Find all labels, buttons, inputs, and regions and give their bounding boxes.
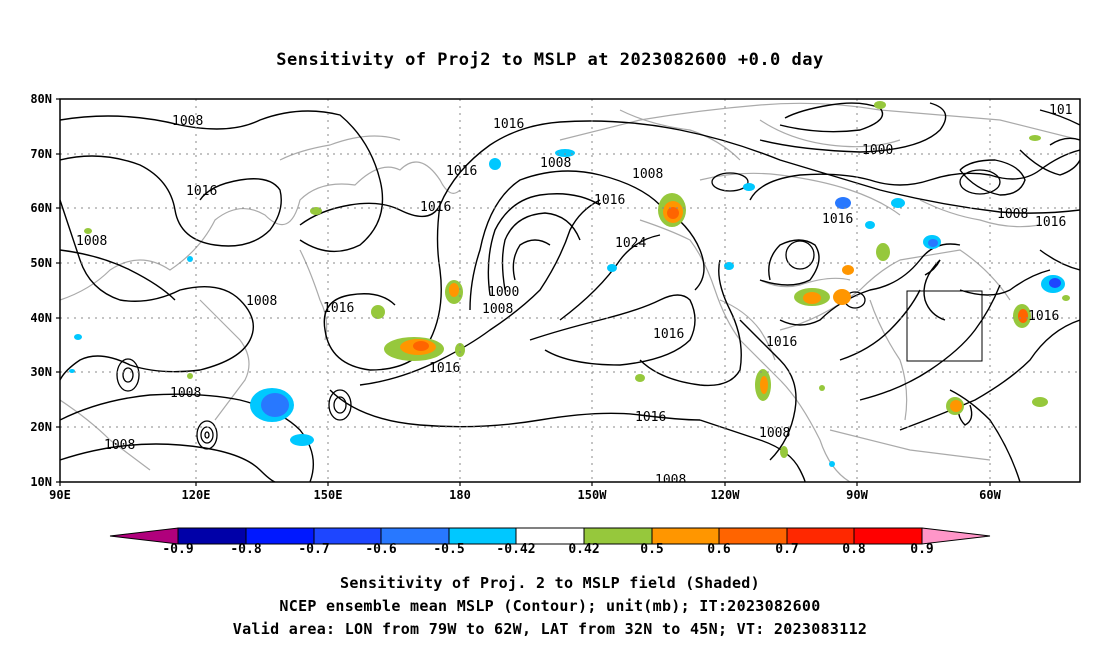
closed-contours: [116, 169, 1001, 450]
contour-label: 1024: [615, 236, 646, 251]
contour-label: 101: [1049, 103, 1072, 118]
contour-label: 1008: [76, 234, 107, 249]
lat-label: 10N: [30, 475, 52, 489]
colorbar-label: -0.7: [298, 542, 330, 557]
colorbar-label: 0.7: [775, 542, 799, 557]
contour-label: 1016: [1028, 309, 1059, 324]
contour-label: 1008: [655, 473, 686, 488]
contour-label: 1016: [186, 184, 217, 199]
lat-label: 80N: [30, 92, 52, 106]
contour-label: 1016: [594, 193, 625, 208]
contour-label: 1008: [482, 302, 513, 317]
contour-label: 1008: [104, 438, 135, 453]
mslp-contours: [60, 102, 1080, 482]
caption-contour: NCEP ensemble mean MSLP (Contour); unit(…: [279, 597, 821, 615]
lon-label: 150W: [577, 488, 607, 502]
lon-label: 90E: [49, 488, 71, 502]
lat-label: 60N: [30, 201, 52, 215]
contour-label: 1016: [493, 117, 524, 132]
contour-label: 1016: [429, 361, 460, 376]
colorbar-label: -0.8: [230, 542, 262, 557]
colorbar-label: 0.8: [842, 542, 866, 557]
axis-ticks: [56, 98, 991, 486]
caption-shading: Sensitivity of Proj. 2 to MSLP field (Sh…: [340, 574, 760, 592]
contour-label: 1000: [488, 285, 519, 300]
colorbar-label: 0.9: [910, 542, 934, 557]
lon-label: 120W: [710, 488, 740, 502]
caption-valid-area: Valid area: LON from 79W to 62W, LAT fro…: [232, 620, 868, 638]
colorbar-label: 0.5: [640, 542, 664, 557]
colorbar-end-right: [921, 527, 991, 545]
contour-label: 1008: [997, 207, 1028, 222]
lat-label: 40N: [30, 311, 52, 325]
lat-label: 70N: [30, 147, 52, 161]
map-frame: [59, 98, 1081, 483]
contour-label: 1016: [653, 327, 684, 342]
lon-label: 60W: [979, 488, 1001, 502]
lon-label: 150E: [313, 488, 343, 502]
lon-label: 120E: [181, 488, 211, 502]
valid-area-box: [906, 290, 983, 362]
contour-label: 1008: [632, 167, 663, 182]
lat-label: 20N: [30, 420, 52, 434]
contour-label: 1016: [766, 335, 797, 350]
contour-label: 1008: [759, 426, 790, 441]
grid-lines: [60, 99, 1080, 482]
colorbar-label: -0.42: [496, 542, 536, 557]
colorbar-label: -0.5: [433, 542, 465, 557]
contour-label: 1008: [172, 114, 203, 129]
map-title: Sensitivity of Proj2 to MSLP at 20230826…: [276, 50, 824, 70]
contour-label: 1016: [446, 164, 477, 179]
contour-label: 1016: [420, 200, 451, 215]
contour-label: 1016: [635, 410, 666, 425]
lon-label: 90W: [846, 488, 868, 502]
contour-label: 1008: [170, 386, 201, 401]
colorbar-label: 0.6: [707, 542, 731, 557]
contour-label: 1016: [323, 301, 354, 316]
colorbar-label: -0.9: [162, 542, 194, 557]
contour-label: 1008: [246, 294, 277, 309]
contour-label: 1000: [862, 143, 893, 158]
contour-label: 1016: [1035, 215, 1066, 230]
lat-label: 50N: [30, 256, 52, 270]
colorbar-label: 0.42: [568, 542, 600, 557]
sensitivity-shading: [69, 101, 1070, 467]
colorbar: [109, 527, 991, 545]
colorbar-label: -0.6: [365, 542, 397, 557]
contour-label: 1016: [822, 212, 853, 227]
contour-label: 1008: [540, 156, 571, 171]
lon-label: 180: [449, 488, 471, 502]
lat-label: 30N: [30, 365, 52, 379]
